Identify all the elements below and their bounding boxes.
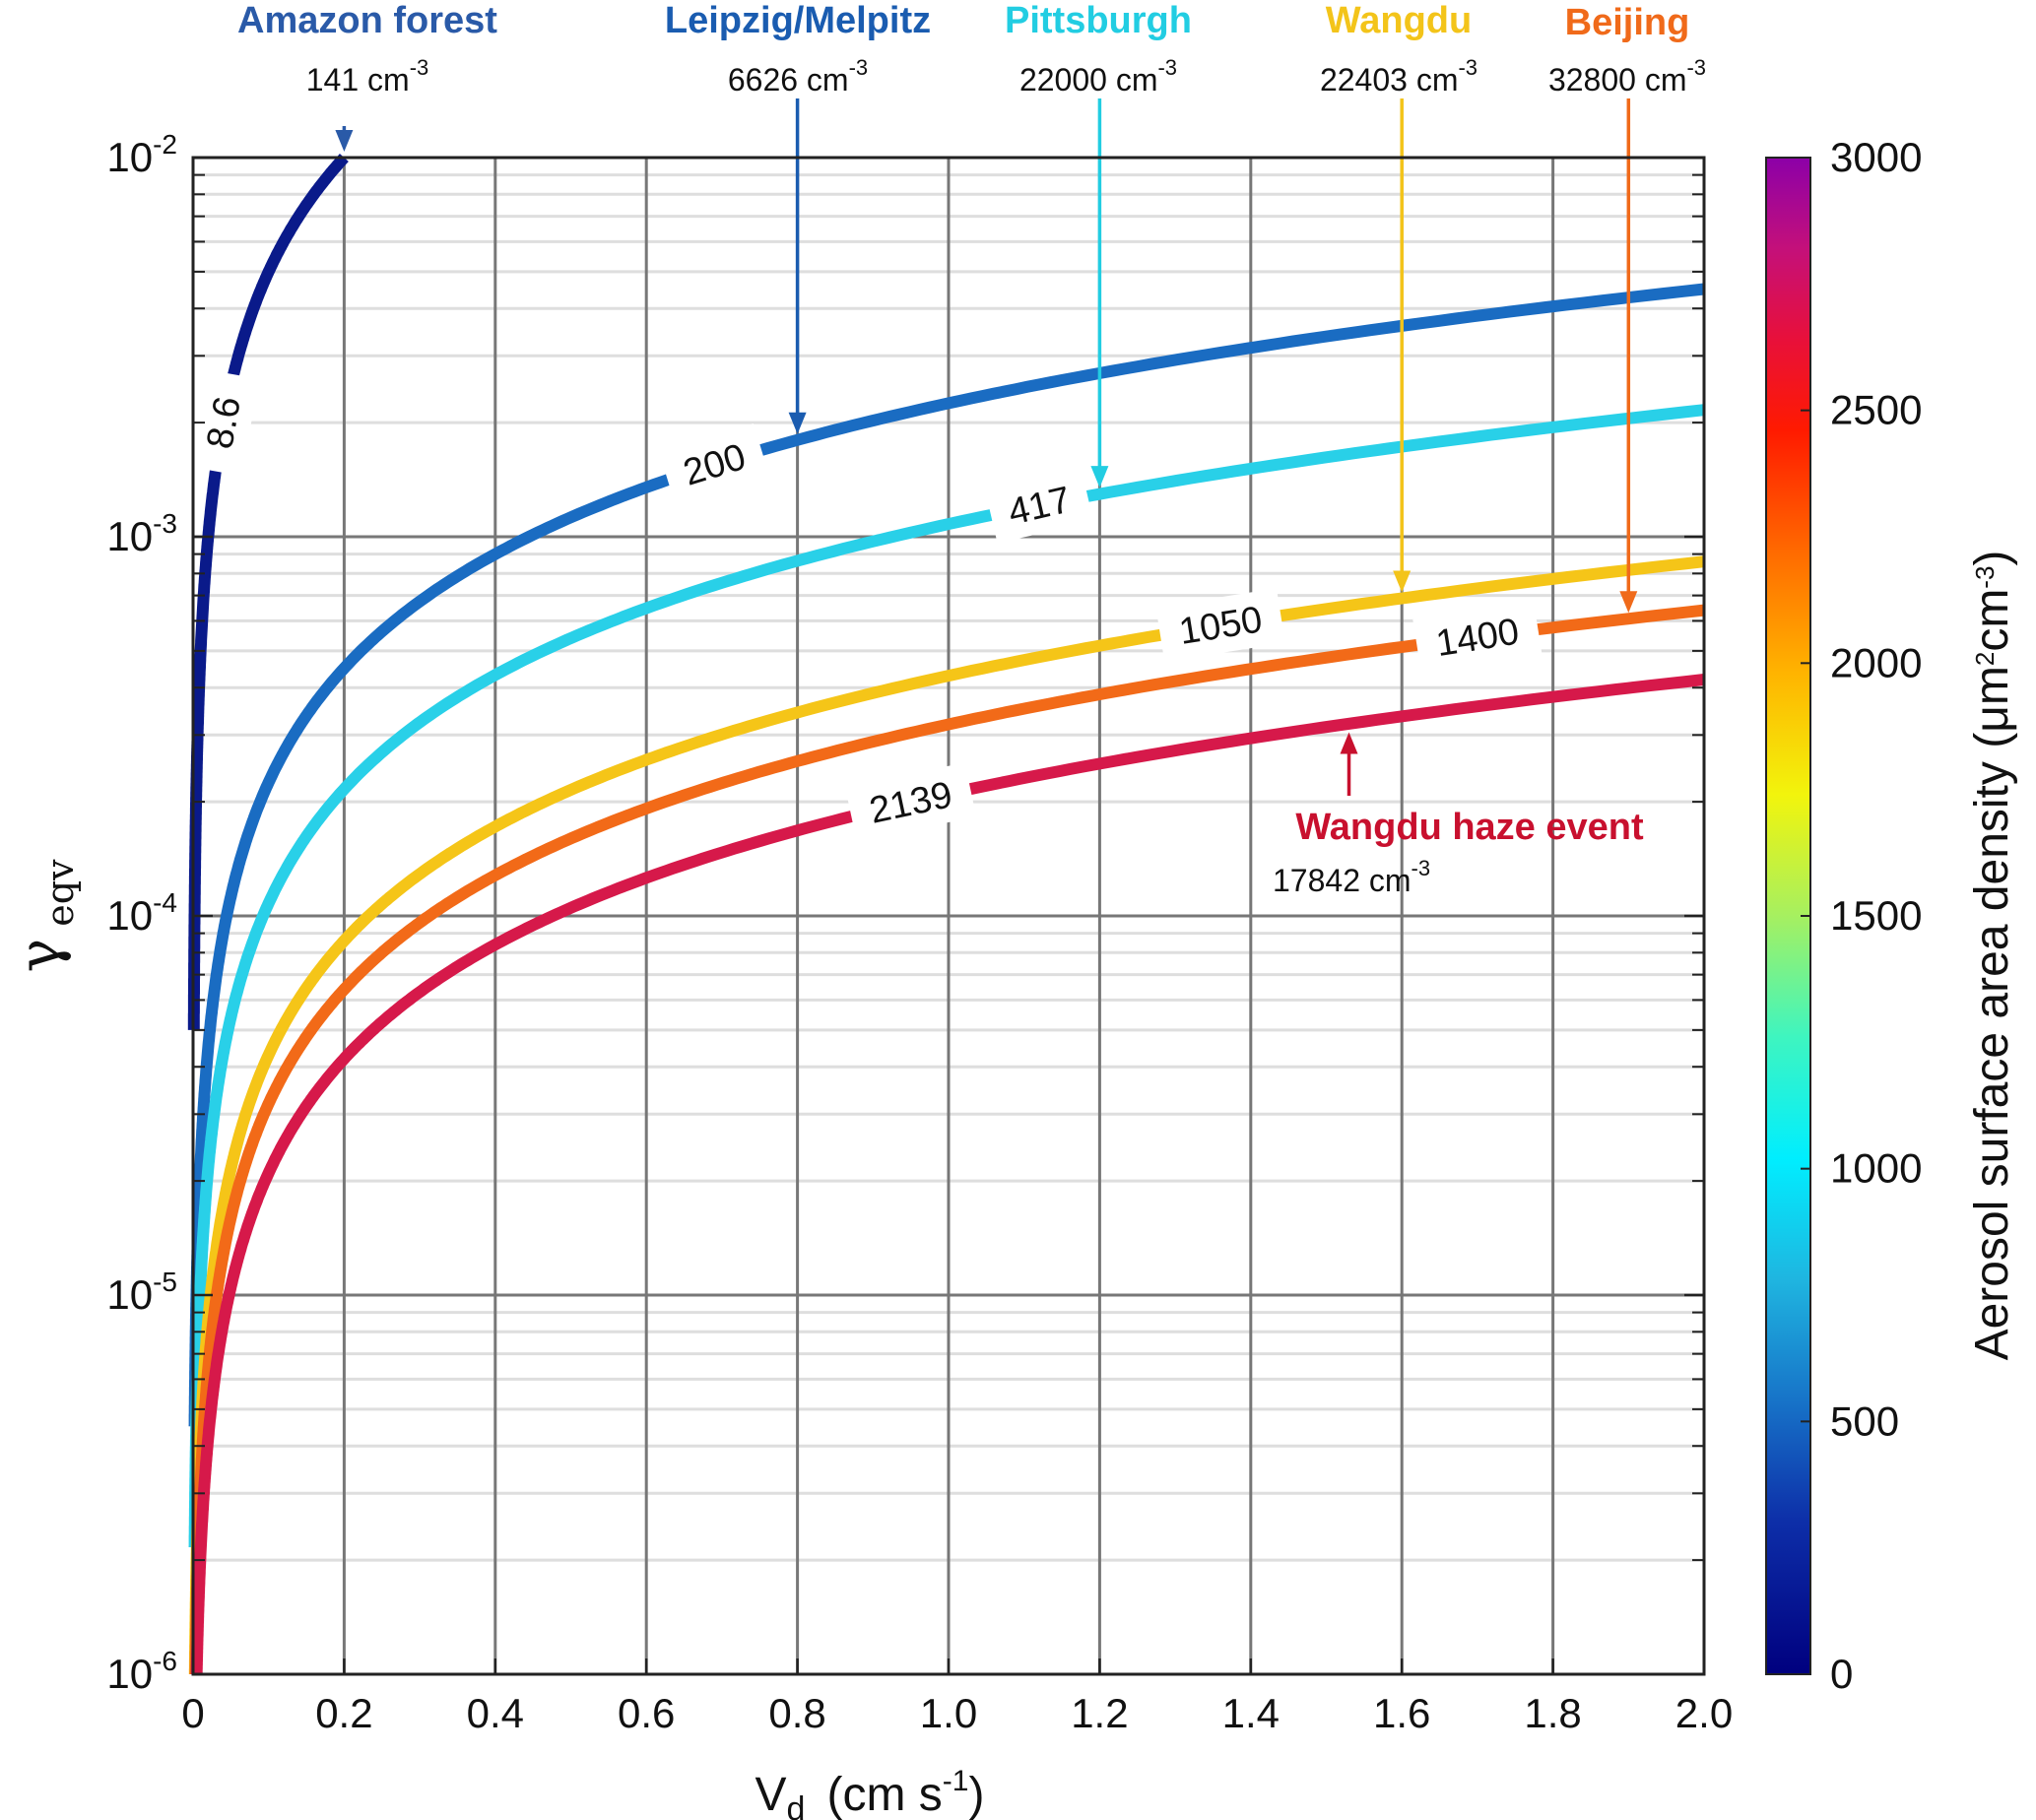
curve-label-1050: 1050 <box>1155 588 1285 663</box>
curve-label-backing <box>659 423 770 505</box>
annotation-concentration: 32800 cm-3 <box>1548 55 1706 98</box>
x-tick-label: 1.8 <box>1524 1690 1581 1736</box>
annotation-site-name: Wangdu haze event <box>1295 807 1644 848</box>
annotation-concentration: 141 cm-3 <box>306 55 429 98</box>
annotation-wangdu-haze-event: Wangdu haze event 17842 cm-3 <box>1273 732 1644 898</box>
annotation-site-name: Beijing <box>1565 2 1690 43</box>
annotation-beijing: Beijing 32800 cm-3 <box>1548 2 1706 614</box>
x-tick-label: 1.6 <box>1373 1690 1430 1736</box>
series-layer <box>187 153 1705 1678</box>
annotation-concentration: 22403 cm-3 <box>1320 55 1478 98</box>
curve-label-backing <box>187 369 259 477</box>
curve-label-backing <box>1155 588 1285 663</box>
colorbar-tick-label: 1000 <box>1830 1145 1922 1192</box>
colorbar-tick-label: 1500 <box>1830 892 1922 939</box>
y-tick-label: 10-5 <box>106 1267 177 1318</box>
curve-label-417: 417 <box>985 467 1094 544</box>
colorbar-tick-label: 3000 <box>1830 134 1922 180</box>
annotation-arrowhead <box>1619 591 1638 614</box>
x-tick-label: 0 <box>181 1690 204 1736</box>
colorbar-tick-label: 0 <box>1830 1651 1853 1697</box>
x-axis-label: Vd (cm s-1) <box>755 1765 985 1820</box>
annotation-site-name: Pittsburgh <box>1005 0 1192 41</box>
annotation-arrowhead <box>1340 732 1358 754</box>
annotations: Amazon forest 141 cm-3 Leipzig/Melpitz 6626… <box>237 0 1706 898</box>
x-tick-label: 1.0 <box>920 1690 977 1736</box>
x-tick-label: 0.2 <box>315 1690 372 1736</box>
series-line-417 <box>188 404 1705 1551</box>
y-tick-label: 10-6 <box>106 1646 177 1697</box>
annotation-site-name: Wangdu <box>1326 0 1472 41</box>
x-tick-label: 2.0 <box>1675 1690 1733 1736</box>
x-tick-label: 1.2 <box>1071 1690 1128 1736</box>
curve-label-1400: 1400 <box>1412 600 1543 675</box>
colorbar-tick-label: 2000 <box>1830 639 1922 685</box>
annotation-concentration: 6626 cm-3 <box>728 55 868 98</box>
y-tick-label: 10-4 <box>106 887 177 939</box>
colorbar-tick-label: 500 <box>1830 1398 1899 1444</box>
curve-label-200: 200 <box>659 423 770 505</box>
curve-label-backing <box>845 762 977 842</box>
colorbar-label: Aerosol surface area density (μm2cm-3) <box>1966 551 2018 1361</box>
curve-label-2139: 2139 <box>845 762 977 842</box>
y-axis-label: γ eqv <box>6 859 82 973</box>
annotation-concentration: 22000 cm-3 <box>1019 55 1177 98</box>
x-tick-label: 0.8 <box>768 1690 825 1736</box>
x-tick-label: 0.4 <box>467 1690 524 1736</box>
colorbar: 0 500 1000 1500 2000 2500 3000 Aerosol surface … <box>1765 134 2018 1697</box>
series-line-8.6 <box>187 153 349 1035</box>
curve-label-backing <box>985 467 1094 544</box>
annotation-arrowhead <box>1090 466 1109 488</box>
annotation-amazon-forest: Amazon forest 141 cm-3 <box>237 0 497 152</box>
colorbar-tick-label: 2500 <box>1830 387 1922 433</box>
y-tick-label: 10-2 <box>106 129 177 180</box>
curve-label-text: 8.6 <box>199 394 249 452</box>
plot-frame <box>191 156 1706 1676</box>
annotation-arrowhead <box>335 130 354 152</box>
x-tick-label: 1.4 <box>1222 1690 1280 1736</box>
annotation-arrowhead <box>788 412 807 434</box>
annotation-site-name: Leipzig/Melpitz <box>665 0 931 41</box>
annotation-leipzig-melpitz: Leipzig/Melpitz 6626 cm-3 <box>665 0 931 434</box>
curve-label-8.6: 8.6 <box>187 369 259 477</box>
curve-label-backing <box>1412 600 1543 675</box>
annotation-site-name: Amazon forest <box>237 0 497 41</box>
x-tick-label: 0.6 <box>618 1690 675 1736</box>
series-line-2139 <box>190 674 1705 1678</box>
annotation-pittsburgh: Pittsburgh 22000 cm-3 <box>1005 0 1192 488</box>
axes: 10-6 10-5 10-4 10-3 10-2 0 0.2 0.4 0.6 0.8 1.0 1.2 1… <box>6 129 1733 1820</box>
annotation-arrowhead <box>1393 570 1412 593</box>
annotation-concentration: 17842 cm-3 <box>1273 856 1430 898</box>
annotation-wangdu: Wangdu 22403 cm-3 <box>1320 0 1478 593</box>
series-labels: 8.6 200 417 1050 1400 2139 <box>187 369 1543 842</box>
y-tick-label: 10-3 <box>106 508 177 559</box>
